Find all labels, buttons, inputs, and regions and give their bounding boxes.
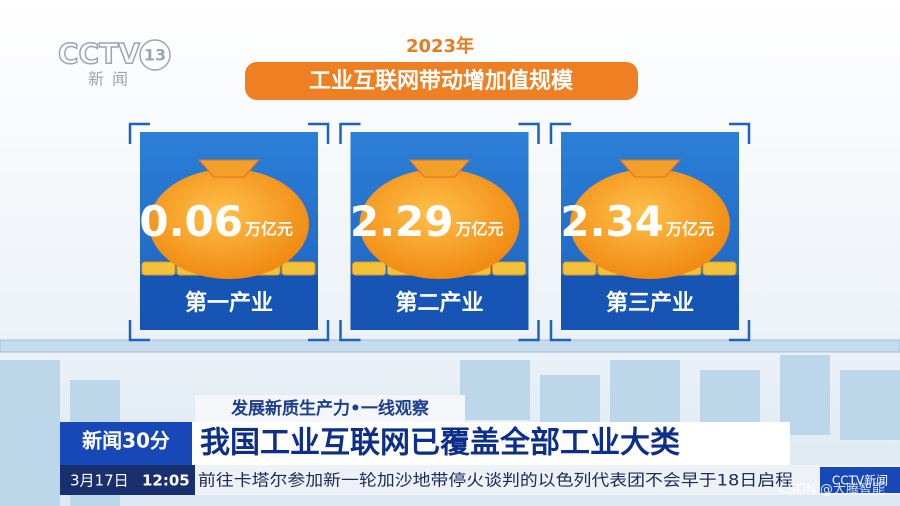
logo-channel: CCTV <box>58 37 140 70</box>
bag-tie <box>408 159 471 178</box>
rail <box>0 339 900 353</box>
corner-bracket <box>128 122 330 342</box>
card-value: 2.34 <box>560 197 664 246</box>
card-value-number: 2.29 <box>350 197 454 246</box>
card-unit: 万亿元 <box>244 220 293 239</box>
coin <box>281 261 316 276</box>
title-bar <box>245 62 638 100</box>
year: 2023年 <box>406 35 474 57</box>
money-bag <box>570 169 730 279</box>
time: 12:05 <box>142 472 190 490</box>
program: 新闻30分 <box>82 429 170 453</box>
logo-ring <box>139 39 171 71</box>
logo: CCTV 13 新闻 <box>57 36 171 89</box>
card-value: 2.29 <box>350 197 454 246</box>
card-label-band <box>140 275 318 330</box>
watermark: CSDN @大腾智能 <box>779 482 885 498</box>
corner: CCTV新闻 <box>832 473 888 488</box>
date: 3月17日 <box>70 472 129 490</box>
coin <box>562 261 597 276</box>
corner-bracket <box>549 122 751 342</box>
coin <box>702 261 737 276</box>
tag: 发展新质生产力•一线观察 <box>230 398 430 419</box>
clock-box <box>60 465 195 495</box>
city <box>0 355 900 506</box>
ticker-box <box>195 465 900 495</box>
card-value: 0.06 <box>139 197 243 246</box>
card-value-number: 2.34 <box>560 197 664 246</box>
card-label: 第一产业 <box>185 290 273 316</box>
money-bag <box>149 169 309 279</box>
corner-box <box>820 467 900 493</box>
program-box <box>60 422 192 465</box>
headline-box <box>192 422 790 465</box>
card-label: 第三产业 <box>606 290 694 316</box>
card-value-number: 0.06 <box>139 197 243 246</box>
money-bag <box>359 169 520 279</box>
card-label-band <box>561 275 739 330</box>
corner-bracket <box>339 122 540 342</box>
logo-sub: 新闻 <box>88 70 136 89</box>
coin <box>352 261 386 276</box>
coin <box>492 261 526 276</box>
card-label: 第二产业 <box>395 290 483 316</box>
card-unit: 万亿元 <box>665 220 714 239</box>
coin <box>141 261 176 276</box>
bag-tie <box>197 159 261 178</box>
title: 工业互联网带动增加值规模 <box>309 68 574 94</box>
tag-box <box>195 395 465 422</box>
headline: 我国工业互联网已覆盖全部工业大类 <box>200 426 680 461</box>
ticker-text: 前往卡塔尔参加新一轮加沙地带停火谈判的以色列代表团不会早于18日启程 <box>198 471 793 490</box>
card-unit: 万亿元 <box>455 220 504 239</box>
card-label-band <box>350 275 529 330</box>
logo-number: 13 <box>144 46 166 65</box>
bag-tie <box>618 159 682 178</box>
